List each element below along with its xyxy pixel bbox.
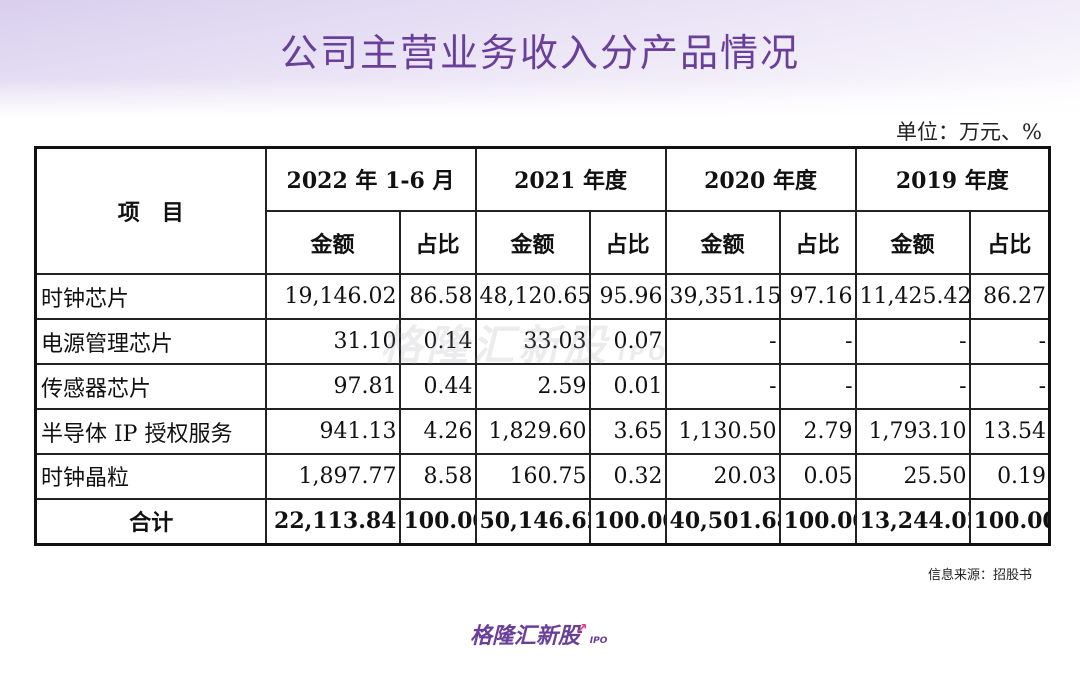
amount-cell: 19,146.02 (264, 273, 401, 321)
ratio-cell: - (778, 318, 857, 366)
product-name-cell: 传感器芯片 (34, 363, 267, 411)
ratio-cell: 13.54 (968, 408, 1051, 455)
ratio-cell: 0.07 (588, 318, 667, 366)
amount-cell: 50,146.62 (474, 497, 591, 546)
ratio-cell: 0.44 (398, 363, 477, 411)
amount-cell: 40,501.68 (664, 497, 781, 546)
ratio-cell: 0.05 (778, 452, 857, 500)
product-name-cell: 半导体 IP 授权服务 (34, 408, 267, 455)
ratio-cell: 4.26 (398, 408, 477, 455)
ratio-header: 占比 (778, 209, 857, 276)
amount-cell: - (854, 363, 971, 411)
item-header: 项 目 (34, 146, 267, 276)
ratio-cell: 3.65 (588, 408, 667, 455)
amount-cell: - (854, 318, 971, 366)
ratio-cell: 0.01 (588, 363, 667, 411)
period-header: 2022 年 1-6 月 (264, 146, 477, 212)
brand-logo: 格隆汇新股↗IPO (470, 618, 607, 650)
ratio-cell: 100.00 (968, 497, 1051, 546)
ratio-cell: 100.00 (588, 497, 667, 546)
amount-cell: 25.50 (854, 452, 971, 500)
amount-cell: 160.75 (474, 452, 591, 500)
amount-cell: 2.59 (474, 363, 591, 411)
amount-cell: 1,793.10 (854, 408, 971, 455)
amount-cell: 97.81 (264, 363, 401, 411)
amount-cell: 13,244.02 (854, 497, 971, 546)
amount-cell: 941.13 (264, 408, 401, 455)
arrow-up-icon: ↗ (576, 621, 588, 637)
table-row: 时钟晶粒 1,897.77 8.58 160.75 0.32 20.03 0.05 25.50… (34, 452, 1051, 500)
ratio-cell: - (968, 363, 1051, 411)
ratio-cell: 2.79 (778, 408, 857, 455)
table-row: 半导体 IP 授权服务 941.13 4.26 1,829.60 3.65 1,130.5… (34, 408, 1051, 455)
table-header-row-columns: 金额 占比 金额 占比 金额 占比 金额 占比 (36, 209, 1051, 276)
period-header: 2019 年度 (854, 146, 1051, 212)
ratio-cell: 0.32 (588, 452, 667, 500)
logo-text: 格隆汇新股 (470, 624, 581, 649)
ratio-cell: 100.00 (778, 497, 857, 546)
amount-cell: 33.03 (474, 318, 591, 366)
ratio-header: 占比 (398, 209, 477, 276)
amount-cell: 1,130.50 (664, 408, 781, 455)
table-total-row: 合计22,113.84100.0050,146.62100.0040,501.6… (34, 497, 1051, 546)
product-name-cell: 合计 (34, 497, 267, 546)
ratio-cell: 8.58 (398, 452, 477, 500)
revenue-table: 项 目 2022 年 1-6 月 2021 年度 2020 年度 2019 年度… (34, 146, 1052, 546)
ratio-cell: 100.00 (398, 497, 477, 546)
product-name-cell: 时钟芯片 (34, 273, 267, 321)
ratio-cell: 0.14 (398, 318, 477, 366)
ratio-cell: 97.16 (778, 273, 857, 321)
product-name-cell: 时钟晶粒 (34, 452, 267, 500)
ratio-cell: - (968, 318, 1051, 366)
table-row: 时钟芯片 19,146.02 86.58 48,120.65 95.96 39,351.1… (34, 273, 1051, 321)
ratio-header: 占比 (968, 209, 1051, 276)
ratio-cell: - (778, 363, 857, 411)
header-banner (0, 0, 1080, 118)
amount-cell: 1,829.60 (474, 408, 591, 455)
ratio-cell: 86.27 (968, 273, 1051, 321)
ratio-cell: 0.19 (968, 452, 1051, 500)
ratio-cell: 95.96 (588, 273, 667, 321)
ratio-cell: 86.58 (398, 273, 477, 321)
amount-cell: 1,897.77 (264, 452, 401, 500)
source-note: 信息来源：招股书 (927, 568, 1032, 583)
amount-cell: - (664, 318, 781, 366)
amount-cell: 31.10 (264, 318, 401, 366)
period-header: 2021 年度 (474, 146, 667, 212)
amount-cell: 48,120.65 (474, 273, 591, 321)
amount-header: 金额 (264, 209, 401, 276)
table-row: 传感器芯片 97.81 0.44 2.59 0.01- - - - (34, 363, 1051, 411)
amount-cell: 39,351.15 (664, 273, 781, 321)
logo-ipo: IPO (589, 636, 608, 646)
page-title: 公司主营业务收入分产品情况 (279, 31, 800, 75)
ratio-header: 占比 (588, 209, 667, 276)
table-row: 电源管理芯片 31.10 0.14 33.03 0.07- - - - (34, 318, 1051, 366)
amount-header: 金额 (664, 209, 781, 276)
amount-cell: 22,113.84 (264, 497, 401, 546)
amount-cell: 20.03 (664, 452, 781, 500)
amount-header: 金额 (474, 209, 591, 276)
amount-header: 金额 (854, 209, 971, 276)
unit-label: 单位：万元、% (896, 120, 1042, 144)
amount-cell: 11,425.42 (854, 273, 971, 321)
product-name-cell: 电源管理芯片 (34, 318, 267, 366)
period-header: 2020 年度 (664, 146, 857, 212)
table-header-row-periods: 项 目 2022 年 1-6 月 2021 年度 2020 年度 2019 年度 (34, 146, 1051, 276)
amount-cell: - (664, 363, 781, 411)
